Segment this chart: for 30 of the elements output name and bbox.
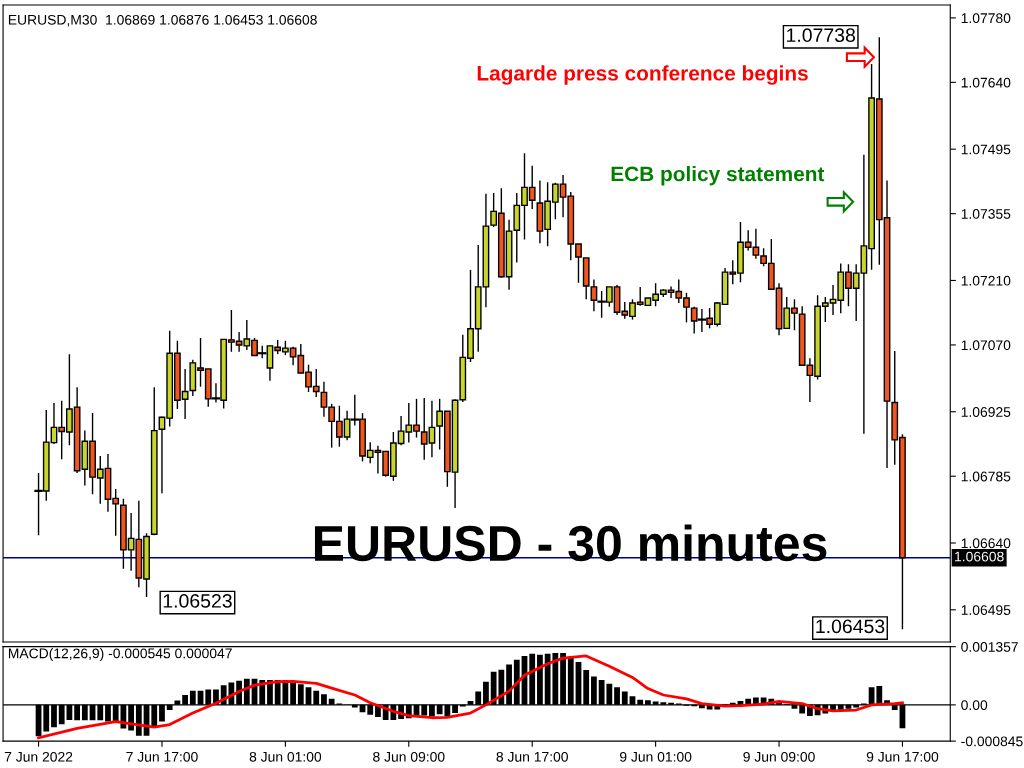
y-tick-label: 1.06785 — [961, 471, 1011, 482]
x-tick-label: 8 Jun 17:00 — [496, 751, 568, 762]
x-tick-label: 8 Jun 09:00 — [373, 751, 445, 762]
y-tick-label: 0.001357 — [961, 641, 1018, 652]
y-tick-label: 0.00 — [961, 700, 988, 711]
y-tick-label: 1.07210 — [961, 275, 1011, 286]
y-tick-label: 1.06495 — [961, 605, 1011, 615]
text: EURUSD,M30 1.06869 1.06876 1.06453 1.06608 — [8, 14, 317, 27]
annotation: 1.07738 — [787, 28, 855, 43]
annotation: Lagarde press conference begins — [477, 65, 808, 85]
y-tick-label: -0.000845 — [961, 736, 1023, 747]
annotation: 1.06523 — [163, 594, 232, 608]
x-tick-label: 8 Jun 01:00 — [249, 751, 322, 762]
x-tick-label: 9 Jun 01:00 — [619, 751, 692, 762]
x-tick-label: 7 Jun 17:00 — [126, 751, 198, 762]
annotation: ECB policy statement — [611, 166, 825, 186]
y-tick-label: 1.07070 — [961, 340, 1011, 351]
x-tick-label: 7 Jun 2022 — [4, 751, 73, 762]
y-tick-label: 1.06640 — [961, 538, 1011, 549]
annotation: EURUSD - 30 minutes — [314, 524, 827, 562]
x-tick-label: 9 Jun 09:00 — [743, 751, 815, 762]
y-tick-label: 1.07640 — [961, 77, 1011, 88]
chart-title: MACD(12,26,9) -0.000545 0.000047 — [8, 648, 232, 662]
y-tick-label: 1.07495 — [961, 144, 1011, 155]
y-tick-label: 1.07355 — [961, 208, 1011, 219]
annotation: 1.06453 — [816, 619, 885, 634]
y-tick-label: 1.07780 — [961, 13, 1011, 24]
ref-line-label: 1.06608 — [955, 551, 1004, 562]
x-tick-label: 9 Jun 17:00 — [866, 751, 939, 762]
y-tick-label: 1.06925 — [961, 407, 1011, 417]
